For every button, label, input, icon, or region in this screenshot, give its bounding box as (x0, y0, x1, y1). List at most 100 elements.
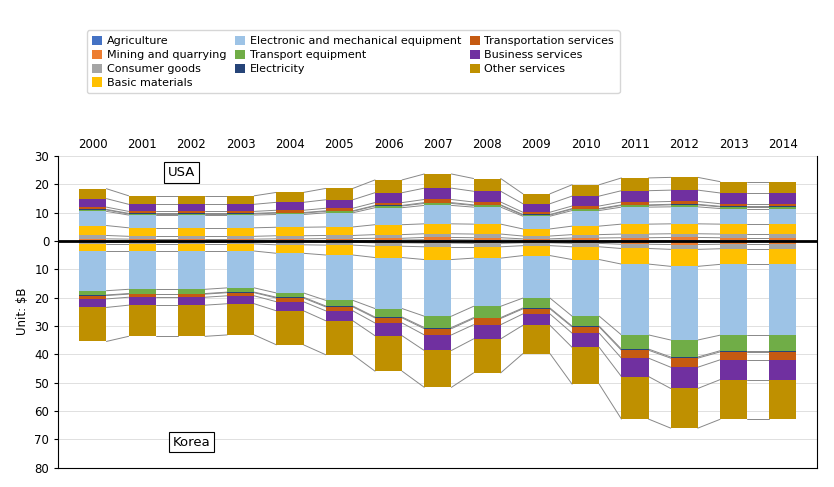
Bar (720, 352, 747, 360)
Bar (326, 307, 353, 311)
Bar (474, 244, 500, 247)
Bar (769, 240, 796, 241)
Bar (276, 241, 304, 242)
Bar (425, 328, 451, 329)
Bar (178, 305, 205, 337)
Bar (769, 182, 796, 193)
Bar (178, 242, 205, 244)
Bar (178, 240, 205, 241)
Bar (523, 325, 550, 354)
Bar (79, 210, 107, 211)
Bar (79, 235, 107, 239)
Bar (276, 242, 304, 245)
Bar (227, 211, 254, 213)
Bar (128, 251, 156, 289)
Bar (621, 244, 649, 248)
Bar (425, 329, 451, 335)
Bar (474, 207, 500, 224)
Bar (425, 238, 451, 240)
Bar (621, 349, 649, 350)
Bar (128, 215, 156, 228)
Bar (621, 205, 649, 206)
Bar (375, 323, 402, 336)
Bar (227, 214, 254, 215)
Bar (178, 213, 205, 214)
Bar (523, 239, 550, 240)
Bar (375, 240, 402, 241)
Bar (128, 239, 156, 240)
Bar (79, 207, 107, 209)
Bar (621, 202, 649, 205)
Bar (523, 256, 550, 298)
Bar (671, 340, 698, 357)
Bar (178, 289, 205, 294)
Bar (425, 335, 451, 351)
Bar (375, 235, 402, 238)
Bar (474, 318, 500, 325)
Bar (474, 234, 500, 238)
Bar (128, 241, 156, 242)
Bar (572, 327, 600, 333)
Bar (474, 179, 500, 191)
Bar (79, 244, 107, 251)
Bar (769, 360, 796, 380)
Bar (128, 211, 156, 213)
Bar (79, 307, 107, 341)
Bar (572, 347, 600, 384)
Bar (720, 240, 747, 241)
Bar (425, 200, 451, 203)
Bar (769, 351, 796, 352)
Bar (720, 193, 747, 204)
Bar (425, 224, 451, 234)
Bar (276, 239, 304, 240)
Bar (128, 240, 156, 241)
Bar (572, 235, 600, 238)
Bar (523, 236, 550, 239)
Bar (720, 351, 747, 352)
Bar (621, 224, 649, 234)
Bar (326, 213, 353, 227)
Bar (326, 227, 353, 235)
Bar (178, 204, 205, 211)
Bar (79, 291, 107, 295)
Bar (572, 206, 600, 208)
Bar (671, 266, 698, 340)
Bar (720, 264, 747, 335)
Bar (425, 240, 451, 241)
Bar (769, 249, 796, 264)
Bar (375, 243, 402, 246)
Bar (572, 208, 600, 209)
Bar (572, 238, 600, 240)
Bar (769, 352, 796, 360)
Bar (276, 293, 304, 297)
Bar (671, 240, 698, 241)
Bar (474, 206, 500, 207)
Bar (375, 309, 402, 317)
Bar (621, 191, 649, 202)
Bar (227, 244, 254, 251)
Bar (425, 234, 451, 238)
Bar (276, 202, 304, 210)
Bar (425, 316, 451, 328)
Bar (178, 215, 205, 228)
Bar (572, 260, 600, 316)
Bar (128, 244, 156, 251)
Bar (178, 196, 205, 204)
Bar (621, 264, 649, 335)
Bar (523, 229, 550, 236)
Bar (227, 296, 254, 304)
Bar (720, 238, 747, 240)
Bar (720, 207, 747, 208)
Bar (720, 249, 747, 264)
Bar (621, 376, 649, 419)
Bar (276, 297, 304, 298)
Bar (326, 208, 353, 211)
Bar (128, 289, 156, 294)
Bar (720, 208, 747, 224)
Bar (128, 294, 156, 297)
Bar (178, 228, 205, 236)
Bar (523, 314, 550, 325)
Bar (572, 244, 600, 247)
Bar (276, 214, 304, 227)
Bar (128, 228, 156, 236)
